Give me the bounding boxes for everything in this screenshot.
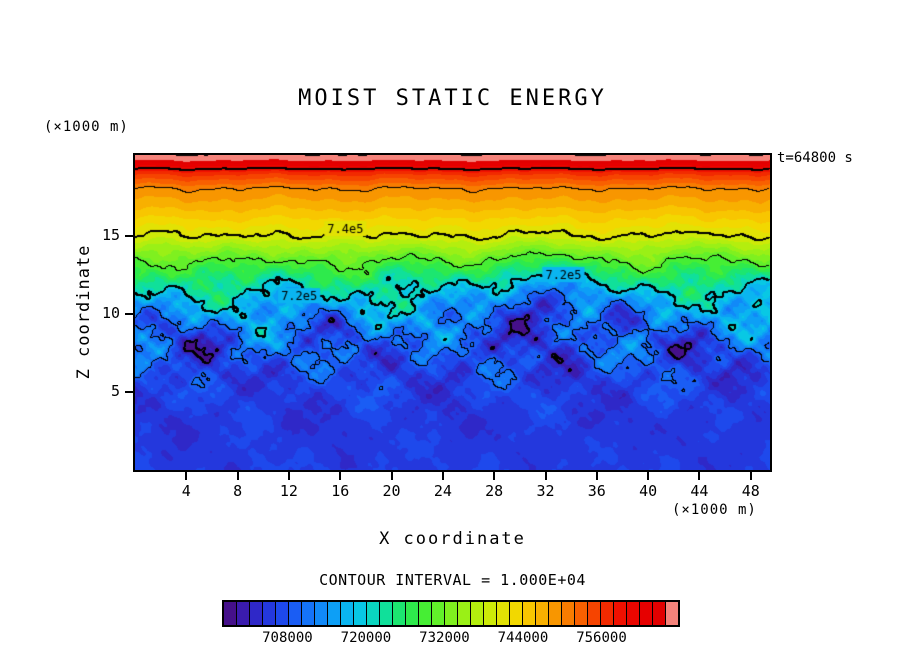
x-axis-tick-label: 12 (279, 482, 298, 500)
time-label: t=64800 s (777, 150, 853, 166)
colorbar-cell (613, 602, 626, 625)
colorbar-cell (431, 602, 444, 625)
x-axis-unit-label: (×1000 m) (672, 502, 757, 518)
colorbar-cell (301, 602, 314, 625)
x-axis-tick (698, 472, 701, 480)
colorbar-cell (444, 602, 457, 625)
x-axis-tick (595, 472, 598, 480)
colorbar-cell (561, 602, 574, 625)
colorbar-cell (275, 602, 288, 625)
colorbar-cell (457, 602, 470, 625)
x-axis-tick-label: 16 (331, 482, 350, 500)
x-axis-title: X coordinate (379, 529, 526, 549)
x-axis-tick-label: 32 (536, 482, 555, 500)
x-axis-tick-label: 28 (485, 482, 504, 500)
y-axis-unit-label: (×1000 m) (44, 119, 129, 135)
plot-area (133, 153, 772, 472)
colorbar-cell (340, 602, 353, 625)
colorbar-cell (535, 602, 548, 625)
colorbar-cell (327, 602, 340, 625)
chart-title: MOIST STATIC ENERGY (298, 86, 607, 111)
y-axis-tick-label: 10 (101, 304, 120, 323)
x-axis-tick-label: 40 (639, 482, 658, 500)
x-axis-tick (441, 472, 444, 480)
colorbar-cell (652, 602, 665, 625)
colorbar (222, 600, 680, 627)
colorbar-cell (262, 602, 275, 625)
colorbar-cell (600, 602, 613, 625)
x-axis-tick-label: 4 (181, 482, 191, 500)
colorbar-cell (236, 602, 249, 625)
colorbar-cell (418, 602, 431, 625)
colorbar-cell (224, 602, 236, 625)
x-axis-tick-label: 36 (587, 482, 606, 500)
colorbar-cell (574, 602, 587, 625)
colorbar-cell (548, 602, 561, 625)
x-axis-tick (544, 472, 547, 480)
x-axis-tick (339, 472, 342, 480)
colorbar-tick-label: 756000 (576, 630, 627, 646)
colorbar-cell (587, 602, 600, 625)
x-axis-tick-label: 8 (233, 482, 243, 500)
colorbar-cell (639, 602, 652, 625)
x-axis-tick (647, 472, 650, 480)
colorbar-cell (288, 602, 301, 625)
colorbar-labels: 708000 720000 732000 744000 756000 (222, 630, 680, 648)
x-axis-tick (287, 472, 290, 480)
colorbar-cell (496, 602, 509, 625)
colorbar-cell (366, 602, 379, 625)
colorbar-cell (665, 602, 678, 625)
y-axis-tick-label: 5 (110, 382, 120, 401)
x-axis-tick (236, 472, 239, 480)
colorbar-cell (405, 602, 418, 625)
y-axis-tick-label: 15 (101, 226, 120, 245)
colorbar-tick-label: 708000 (262, 630, 313, 646)
colorbar-tick-label: 744000 (497, 630, 549, 646)
colorbar-cell (509, 602, 522, 625)
x-axis-tick-label: 24 (433, 482, 452, 500)
colorbar-cell (314, 602, 327, 625)
colorbar-cell (483, 602, 496, 625)
x-axis-tick (749, 472, 752, 480)
x-axis-tick (390, 472, 393, 480)
colorbar-cell (626, 602, 639, 625)
contour-interval-note: CONTOUR INTERVAL = 1.000E+04 (319, 571, 586, 589)
colorbar-cell (392, 602, 405, 625)
colorbar-cell (470, 602, 483, 625)
y-axis-tick (125, 391, 133, 394)
contour-plot-canvas (135, 155, 770, 470)
x-axis-tick-label: 44 (690, 482, 709, 500)
x-axis-tick (185, 472, 188, 480)
y-axis-tick (125, 313, 133, 316)
colorbar-tick-label: 732000 (419, 630, 470, 646)
x-axis-tick-label: 20 (382, 482, 401, 500)
colorbar-cell (379, 602, 392, 625)
x-axis-tick-label: 48 (741, 482, 760, 500)
colorbar-cell (522, 602, 535, 625)
colorbar-cell (353, 602, 366, 625)
x-axis-tick (493, 472, 496, 480)
colorbar-cell (249, 602, 262, 625)
y-axis-tick (125, 235, 133, 238)
colorbar-tick-label: 720000 (340, 630, 392, 646)
